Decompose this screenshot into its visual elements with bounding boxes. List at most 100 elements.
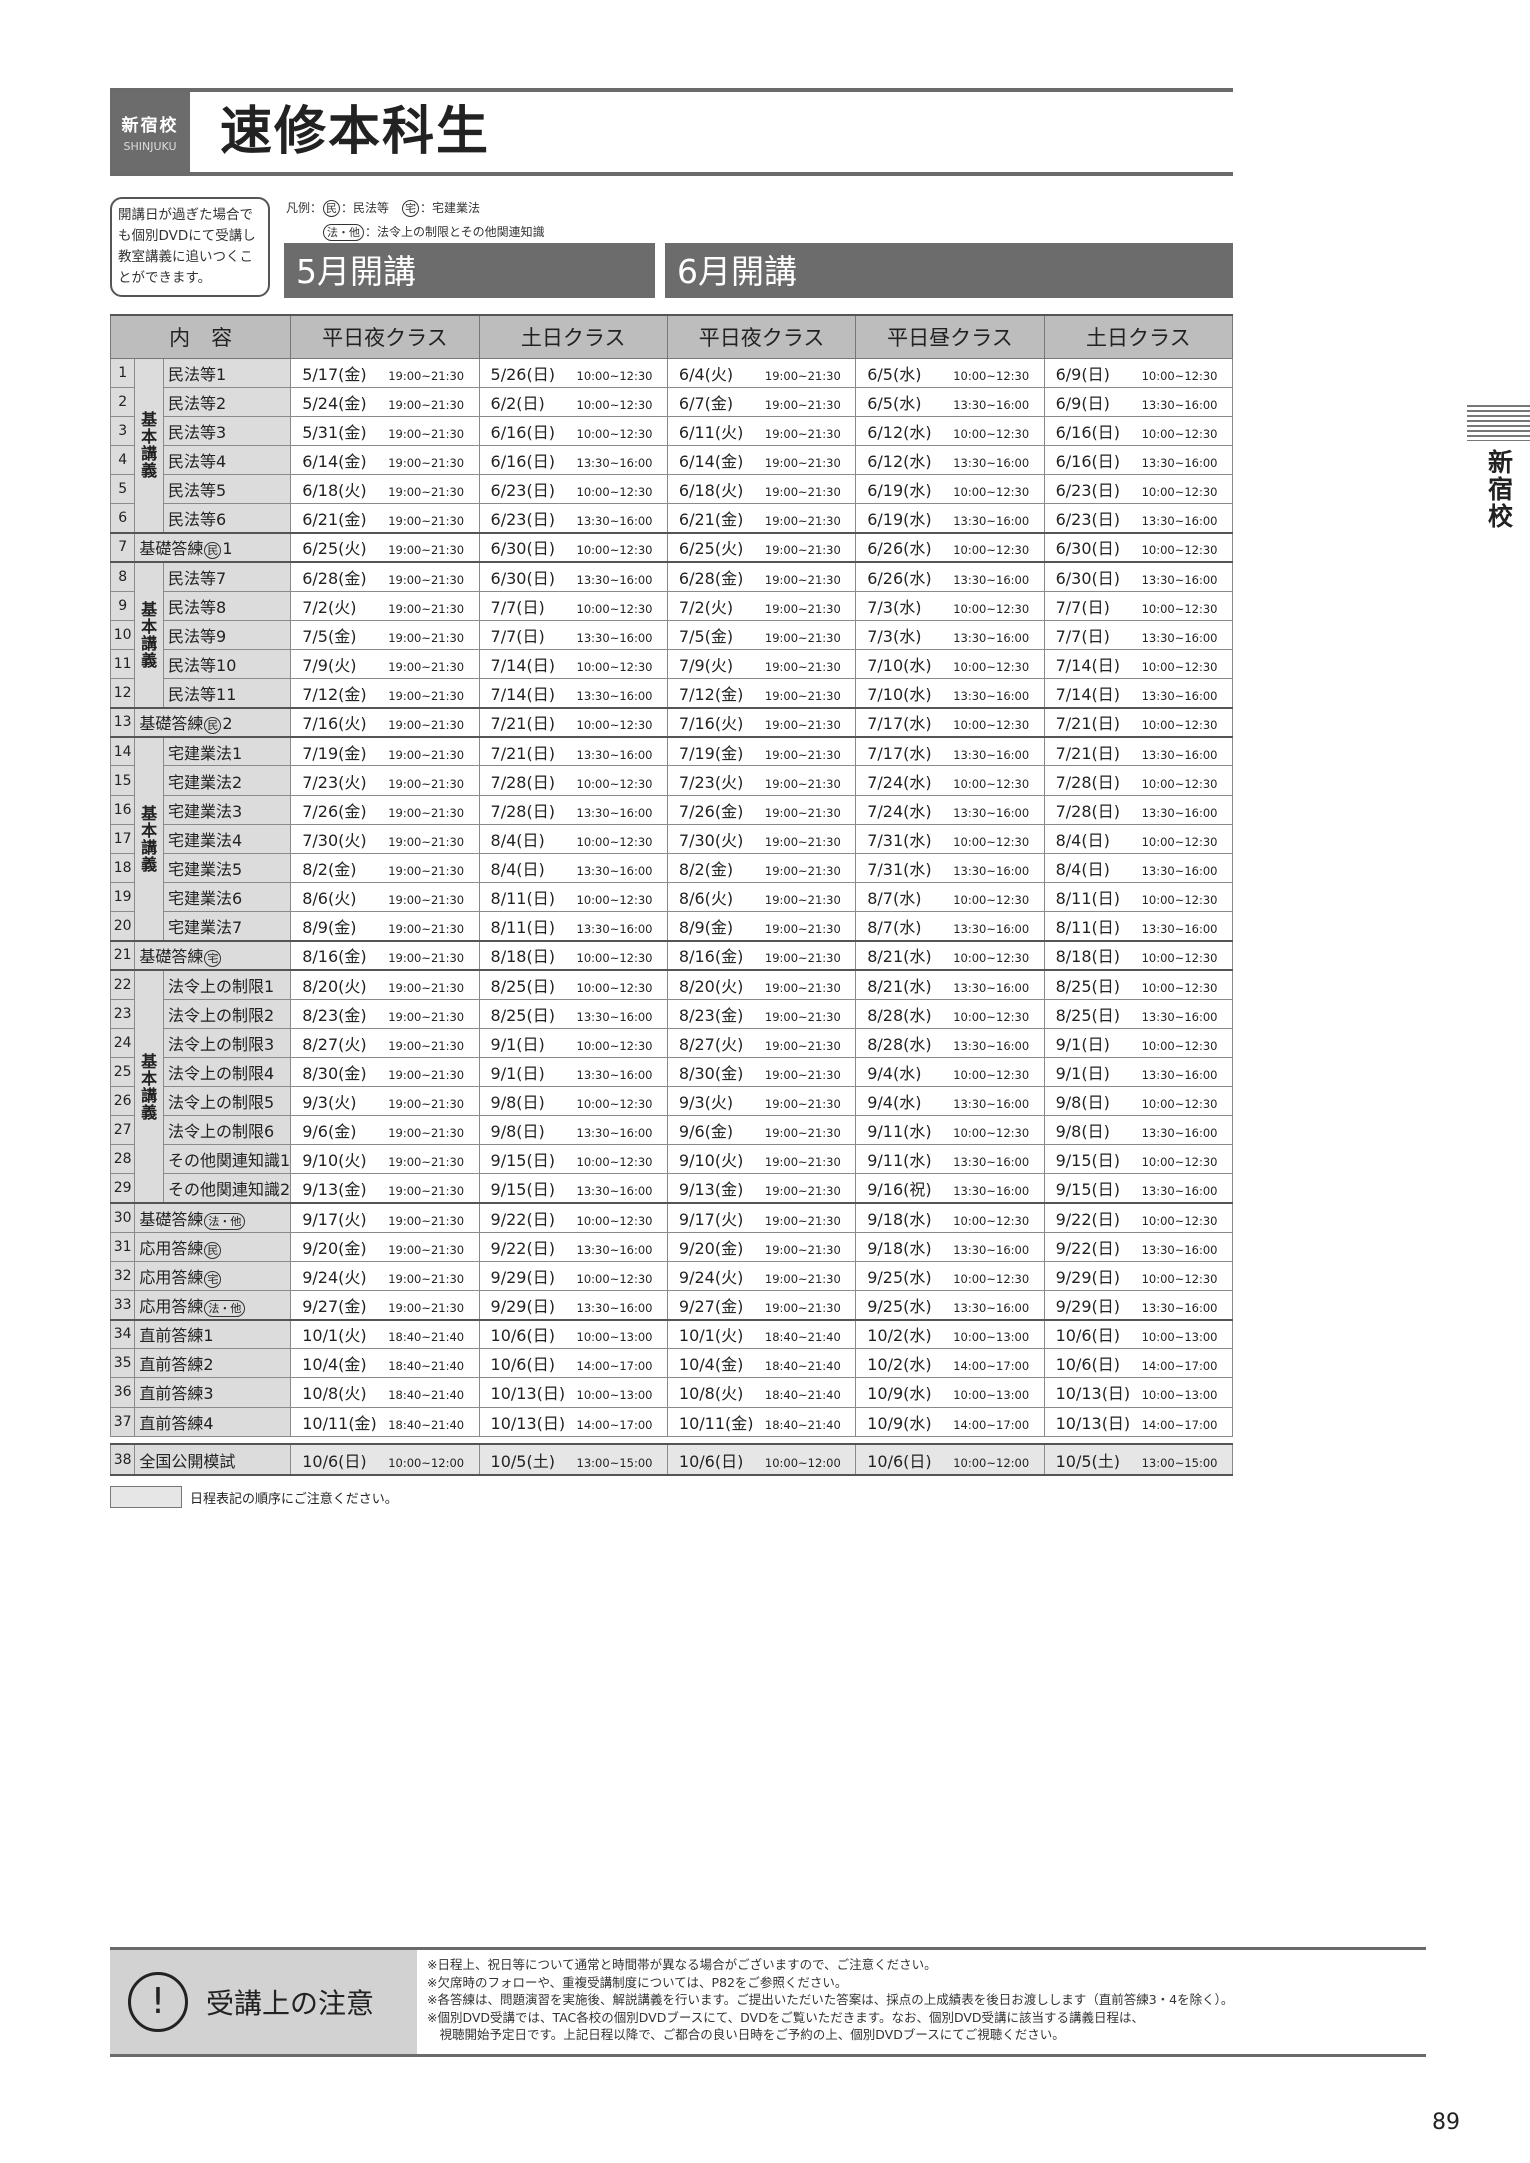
table-row: 1 基本講義 民法等1 5/17(金) 19:00~21:30 5/26(日) 10:00~… (109, 357, 1234, 534)
session-time: 19:00~21:30 (764, 718, 841, 733)
session-time: 13:30~16:00 (1141, 1242, 1218, 1257)
session-time: 19:00~21:30 (764, 455, 841, 470)
session-time: 13:30~16:00 (1141, 688, 1218, 703)
schedule-cell: 6/11(火) 19:00~21:30 (666, 415, 857, 446)
session-date: 8/18(日) (490, 947, 555, 967)
session-date: 7/21(日) (1055, 714, 1120, 734)
session-time: 19:00~21:30 (388, 601, 465, 616)
schedule-cell: 9/4(水) 13:30~16:00 (855, 1086, 1045, 1117)
session-label: 法令上の制限2 (168, 1005, 275, 1025)
session-date: 6/19(水) (867, 510, 932, 530)
session-time: 10:00~13:00 (576, 1330, 653, 1345)
session-date: 6/19(水) (867, 481, 932, 501)
session-time: 19:00~21:30 (388, 1184, 465, 1199)
schedule-cell: 10/11(金) 18:40~21:40 (290, 1406, 480, 1437)
session-date: 10/6(日) (490, 1355, 555, 1375)
schedule-cell: 8/25(日) 13:30~16:00 (478, 998, 668, 1029)
session-time: 10:00~12:30 (953, 543, 1030, 558)
session-time: 10:00~12:30 (1141, 776, 1218, 791)
schedule-cell: 9/3(火) 19:00~21:30 (290, 1086, 480, 1117)
table-row: 36 直前答練3 10/8(火) 18:40~21:40 10/13(日) 10:00~1… (109, 1377, 1234, 1408)
session-time: 13:30~16:00 (1141, 1184, 1218, 1199)
row-number: 14 (109, 735, 136, 767)
schedule-cell: 5/26(日) 10:00~12:30 (478, 357, 668, 388)
schedule-cell: 10/6(日) 10:00~12:00 (855, 1443, 1045, 1477)
session-time: 10:00~12:30 (576, 1271, 653, 1286)
session-time: 19:00~21:30 (764, 980, 841, 995)
legend-mark: 法・他 (323, 224, 364, 241)
session-date: 9/25(水) (867, 1267, 932, 1287)
session-time: 13:30~16:00 (1141, 863, 1218, 878)
table-row: 35 直前答練2 10/4(金) 18:40~21:40 10/6(日) 14:00~17… (109, 1348, 1234, 1379)
session-time: 10:00~12:30 (576, 834, 653, 849)
session-date: 8/28(水) (867, 1034, 932, 1054)
session-time: 19:00~21:30 (388, 951, 465, 966)
session-time: 19:00~21:30 (388, 368, 465, 383)
schedule-cell: 8/27(火) 19:00~21:30 (666, 1027, 857, 1058)
schedule-cell: 6/16(日) 13:30~16:00 (1043, 444, 1234, 476)
session-date: 10/5(土) (1055, 1451, 1120, 1471)
schedule-cell: 8/23(金) 19:00~21:30 (290, 998, 480, 1029)
schedule-cell: 9/24(火) 19:00~21:30 (666, 1260, 857, 1292)
table-row: 13 基礎答練民 2 7/16(火) 19:00~21:30 7/21(日) 10:00~1… (109, 706, 1234, 738)
legend: 凡例：民：民法等 宅：宅建業法 法・他 ：法令上の制限とその他関連知識 (286, 196, 545, 244)
session-date: 8/28(水) (867, 1005, 932, 1025)
table-row: 32 応用答練宅 9/24(火) 19:00~21:30 9/29(日) 10:00~12… (109, 1260, 1234, 1292)
schedule-cell: 8/18(日) 10:00~12:30 (478, 939, 668, 971)
session-time: 10:00~12:30 (1141, 368, 1218, 383)
session-date: 9/24(火) (678, 1267, 744, 1287)
session-date: 7/10(水) (867, 684, 932, 704)
session-date: 7/28(日) (1055, 801, 1120, 821)
session-date: 7/14(日) (1055, 655, 1120, 675)
session-date: 8/16(金) (678, 947, 744, 967)
schedule-cell: 9/18(水) 10:00~12:30 (855, 1202, 1045, 1233)
session-time: 19:00~21:30 (388, 1009, 465, 1024)
session-date: 8/30(金) (302, 1063, 367, 1083)
schedule-cell: 9/8(日) 13:30~16:00 (478, 1115, 668, 1146)
session-name: 基礎答練 法・他 (134, 1202, 292, 1233)
session-time: 10:00~12:30 (576, 426, 653, 441)
session-date: 10/8(火) (302, 1384, 367, 1404)
session-date: 6/7(金) (678, 393, 734, 413)
schedule-cell: 9/8(日) 10:00~12:30 (478, 1086, 668, 1117)
schedule-cell: 8/28(水) 10:00~12:30 (855, 998, 1045, 1029)
session-time: 19:00~21:30 (388, 1271, 465, 1286)
row-number: 19 (109, 882, 136, 913)
session-name: 法令上の制限2 (163, 998, 292, 1029)
session-time: 19:00~21:30 (764, 397, 841, 412)
session-time: 10:00~12:30 (1141, 980, 1218, 995)
session-date: 10/6(日) (1055, 1355, 1120, 1375)
subject-mark: 法・他 (204, 1299, 246, 1317)
schedule-cell: 8/25(日) 10:00~12:30 (478, 968, 668, 1000)
session-time: 19:00~21:30 (764, 834, 841, 849)
schedule-cell: 9/22(日) 10:00~12:30 (1043, 1202, 1234, 1233)
row-number: 30 (109, 1202, 136, 1233)
session-date: 9/15(日) (1055, 1151, 1120, 1171)
session-date: 9/10(火) (678, 1151, 744, 1171)
schedule-cell: 5/24(金) 19:00~21:30 (290, 386, 480, 417)
session-time: 14:00~17:00 (953, 1359, 1030, 1374)
session-date: 7/28(日) (490, 801, 555, 821)
session-label: 基礎答練 (139, 947, 204, 967)
session-date: 6/30(日) (1055, 539, 1120, 559)
session-date: 8/25(日) (490, 1005, 555, 1025)
session-date: 6/23(日) (1055, 510, 1120, 530)
column-header: 土日クラス (1043, 314, 1234, 359)
session-date: 9/15(日) (490, 1180, 555, 1200)
session-label: 直前答練1 (139, 1326, 214, 1346)
session-name: 全国公開模試 (134, 1443, 292, 1477)
session-time: 10:00~12:30 (576, 1097, 653, 1112)
notice-line: 視聴開始予定日です。上記日程以降で、ご都合の良い日時をご予約の上、個別DVDブー… (427, 2027, 1065, 2042)
schedule-cell: 7/19(金) 19:00~21:30 (290, 735, 480, 767)
schedule-cell: 6/25(火) 19:00~21:30 (666, 531, 857, 563)
session-date: 9/20(金) (678, 1238, 744, 1258)
group-label: 基本講義 (134, 735, 165, 942)
schedule-cell: 8/4(日) 10:00~12:30 (478, 823, 668, 854)
session-time: 10:00~13:00 (1141, 1388, 1218, 1403)
session-time: 10:00~12:30 (953, 1271, 1030, 1286)
table-row: 10 民法等9 7/5(金) 19:00~21:30 7/7(日) 13:30~16:00… (109, 619, 1234, 650)
row-number: 18 (109, 852, 136, 884)
schedule-cell: 6/2(日) 10:00~12:30 (478, 386, 668, 417)
session-date: 8/2(金) (678, 859, 734, 879)
session-date: 7/23(火) (678, 772, 744, 792)
